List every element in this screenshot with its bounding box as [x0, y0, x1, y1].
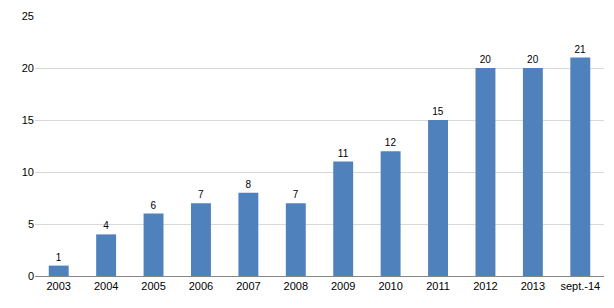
svg-text:2007: 2007: [236, 280, 260, 292]
svg-text:2013: 2013: [521, 280, 545, 292]
svg-text:2009: 2009: [331, 280, 355, 292]
svg-text:2010: 2010: [378, 280, 402, 292]
svg-text:12: 12: [385, 137, 397, 148]
svg-text:2008: 2008: [284, 280, 308, 292]
svg-text:5: 5: [28, 218, 34, 230]
svg-text:10: 10: [22, 166, 34, 178]
svg-text:2005: 2005: [141, 280, 165, 292]
svg-text:2012: 2012: [473, 280, 497, 292]
svg-text:8: 8: [245, 179, 251, 190]
svg-text:21: 21: [575, 44, 587, 55]
svg-text:11: 11: [338, 148, 349, 159]
svg-text:15: 15: [22, 114, 34, 126]
svg-text:sept.-14: sept.-14: [560, 280, 600, 292]
svg-text:1: 1: [56, 252, 62, 263]
svg-text:15: 15: [432, 106, 444, 117]
svg-text:25: 25: [22, 10, 34, 22]
svg-text:0: 0: [28, 270, 34, 282]
svg-text:4: 4: [103, 220, 109, 231]
svg-text:2011: 2011: [426, 280, 450, 292]
svg-text:20: 20: [480, 54, 492, 65]
svg-text:2006: 2006: [189, 280, 213, 292]
svg-text:7: 7: [293, 189, 299, 200]
svg-text:20: 20: [527, 54, 539, 65]
svg-text:6: 6: [151, 200, 157, 211]
svg-text:2004: 2004: [94, 280, 118, 292]
svg-text:7: 7: [198, 189, 204, 200]
svg-text:2003: 2003: [46, 280, 70, 292]
svg-text:20: 20: [22, 62, 34, 74]
